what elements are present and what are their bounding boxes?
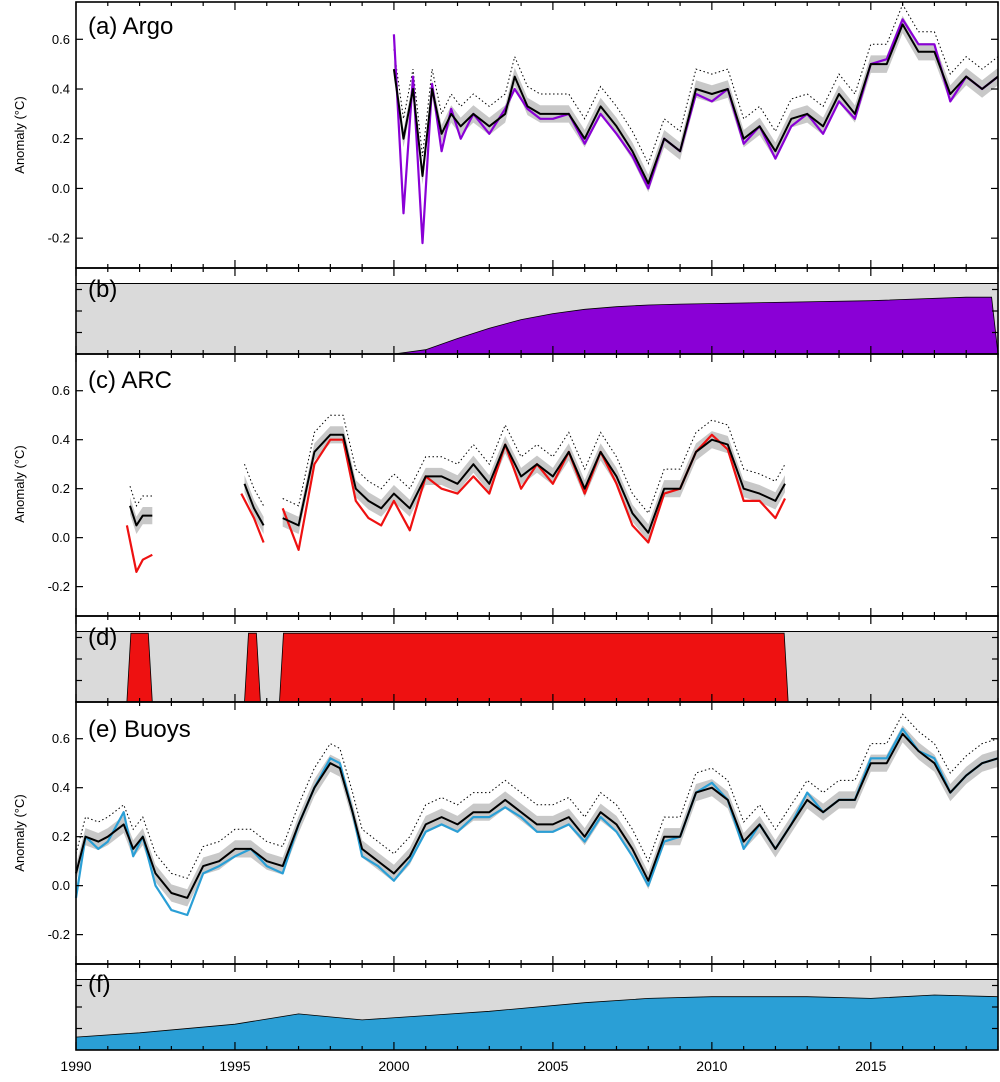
panel-c-uncertainty-band	[282, 426, 785, 542]
panel-a-reference-line	[392, 23, 999, 185]
panel-c-upper-envelope-line	[282, 414, 786, 515]
panel-c-reference-line-1	[129, 505, 153, 527]
panel-a-ytick-label: 0.0	[52, 181, 70, 196]
xtick-label: 2005	[537, 1058, 568, 1074]
panel-a-title: (a) Argo	[88, 13, 173, 40]
panel-a-ylabel: Anomaly (°C)	[12, 96, 27, 173]
panel-b-coverage: (b)	[75, 267, 999, 355]
panel-c-dataset-line-2	[240, 493, 265, 543]
panel-c-title: (c) ARC	[88, 367, 172, 394]
panel-a-frame	[75, 1, 999, 269]
panel-f-coverage: (f)	[75, 963, 999, 1051]
panel-c-frame	[75, 353, 999, 617]
panel-f-dataset-area	[75, 994, 999, 1051]
panel-c-reference-line-3	[282, 433, 786, 534]
panel-c-reference-line-2	[243, 483, 265, 526]
panel-a-ytick-label: 0.2	[52, 131, 70, 146]
xtick-label: 2000	[378, 1058, 409, 1074]
panel-e-title: (e) Buoys	[88, 716, 191, 743]
panel-e-ylabel: Anomaly (°C)	[12, 794, 27, 871]
panel-c-uncertainty-band	[244, 475, 264, 534]
panel-c-upper-envelope-line	[129, 486, 153, 507]
panel-e-ytick-label: 0.2	[52, 829, 70, 844]
panel-c-ytick-label: 0.2	[52, 481, 70, 496]
xtick-label: 1990	[60, 1058, 91, 1074]
panel-a-argo: -0.2 0.0 0.2 0.4 0.6 (a) Argo Anomaly (°C)	[12, 1, 999, 269]
panel-a-ytick-label: -0.2	[48, 231, 70, 246]
panel-b-dataset-area	[76, 296, 999, 355]
panel-e-ytick-label: 0.0	[52, 878, 70, 893]
panel-d-dataset-block	[126, 632, 153, 703]
panel-d-coverage: (d)	[75, 615, 999, 703]
panel-d-title: (d)	[88, 624, 117, 651]
panel-a-uncertainty-band	[393, 15, 998, 193]
panel-c-dataset-line-1	[125, 525, 153, 574]
panel-c-ytick-label: 0.0	[52, 530, 70, 545]
panel-d-dataset-block	[279, 632, 789, 703]
panel-c-ytick-label: -0.2	[48, 579, 70, 594]
panel-a-ytick-label: 0.6	[52, 32, 70, 47]
panel-e-ytick-label: 0.6	[52, 731, 70, 746]
panel-c-ylabel: Anomaly (°C)	[12, 445, 27, 522]
panel-c-dataset-line-3	[281, 433, 786, 552]
panel-f-title: (f)	[88, 971, 111, 998]
panel-c-upper-envelope-line	[244, 464, 265, 507]
xtick-label: 1995	[219, 1058, 250, 1074]
xtick-label: 2015	[855, 1058, 886, 1074]
x-axis: 1990 1995 2000 2005 2010 2015	[60, 2, 999, 1074]
panel-c-arc: -0.2 0.0 0.2 0.4 0.6 (c) ARC Anomaly (°C)	[12, 353, 999, 617]
panel-e-reference-line	[75, 732, 999, 899]
panel-e-ytick-label: 0.4	[52, 780, 70, 795]
panel-e-uncertainty-band	[76, 725, 998, 907]
panel-c-ytick-label: 0.6	[52, 383, 70, 398]
panel-b-title: (b)	[88, 276, 117, 303]
panel-e-buoys: -0.2 0.0 0.2 0.4 0.6 (e) Buoys Anomaly (°C)	[12, 701, 999, 965]
panel-a-ytick-label: 0.4	[52, 82, 70, 97]
panel-e-ytick-label: -0.2	[48, 927, 70, 942]
xtick-label: 2010	[696, 1058, 727, 1074]
panel-c-ytick-label: 0.4	[52, 432, 70, 447]
